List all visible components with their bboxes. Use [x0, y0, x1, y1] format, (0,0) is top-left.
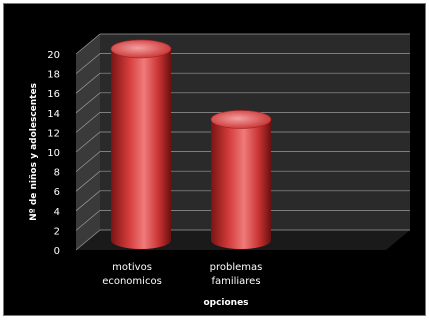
y-tick-label: 6 [54, 187, 60, 198]
y-axis-ticks: 0 2 4 6 8 10 12 14 16 18 20 [47, 50, 60, 257]
bar-bottom-curve [111, 231, 171, 249]
grid-line [75, 33, 410, 55]
bar-body [111, 48, 171, 241]
grid-line [75, 190, 410, 212]
y-tick-label: 2 [54, 226, 60, 237]
y-tick-label: 10 [47, 148, 60, 159]
y-tick-label: 4 [54, 207, 60, 218]
x-axis-title: opciones [203, 298, 248, 308]
bar-bottom-curve [211, 231, 271, 249]
y-tick-label: 18 [47, 70, 60, 81]
y-tick-label: 16 [47, 89, 60, 100]
grid-line [75, 151, 410, 172]
grid-line [75, 229, 410, 251]
y-tick-label: 0 [54, 246, 60, 257]
category-label: economicos [102, 276, 162, 287]
y-tick-label: 12 [47, 128, 60, 139]
category-label: motivos [112, 262, 152, 273]
bar-2 [210, 110, 272, 249]
grid-line [75, 170, 410, 192]
category-label: familiares [211, 276, 260, 287]
grid-line [75, 210, 410, 231]
y-tick-label: 20 [47, 50, 60, 61]
grid-line [75, 112, 410, 133]
bars [110, 39, 272, 249]
grid-line [75, 92, 410, 114]
grid-line [75, 53, 410, 74]
x-axis-labels: motivos economicos problemas familiares [102, 262, 262, 287]
bar-top [110, 39, 172, 59]
bar-1 [110, 39, 172, 249]
category-label: problemas [210, 262, 263, 273]
grid-lines [75, 33, 410, 251]
bar-body [211, 119, 271, 240]
bar-top [210, 110, 272, 129]
grid-line [75, 72, 410, 94]
y-axis-title: Nº de niños y adolescentes [29, 83, 39, 221]
y-tick-label: 14 [47, 109, 60, 120]
grid-line [75, 131, 410, 153]
y-tick-label: 8 [54, 168, 60, 179]
